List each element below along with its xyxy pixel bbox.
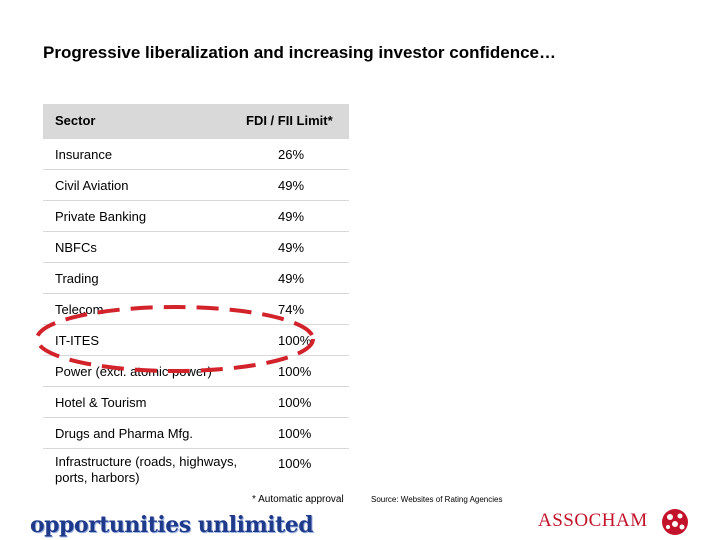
- table-row: Trading 49%: [43, 263, 349, 294]
- assocham-emblem-icon: [662, 509, 688, 535]
- cell-sector: Power (excl. atomic power): [55, 364, 212, 379]
- cell-sector: Telecom: [55, 302, 104, 317]
- slide-title: Progressive liberalization and increasin…: [43, 43, 556, 62]
- cell-limit: 49%: [278, 209, 305, 224]
- cell-sector: Private Banking: [55, 209, 147, 224]
- table-row: NBFCs 49%: [43, 232, 349, 263]
- table-row: Civil Aviation 49%: [43, 170, 349, 201]
- cell-sector: NBFCs: [55, 240, 97, 255]
- cell-limit: 49%: [278, 271, 305, 286]
- cell-limit: 49%: [278, 240, 305, 255]
- cell-limit: 74%: [278, 302, 305, 317]
- cell-sector: Insurance: [55, 147, 113, 162]
- assocham-logo-text: ASSOCHAM: [538, 510, 648, 531]
- table-row: Insurance 26%: [43, 139, 349, 170]
- cell-sector: Civil Aviation: [55, 178, 129, 193]
- table-row: Hotel & Tourism 100%: [43, 387, 349, 418]
- cell-limit: 49%: [278, 178, 305, 193]
- header-sector: Sector: [55, 113, 96, 128]
- table-header-row: Sector FDI / FII Limit*: [43, 104, 349, 139]
- cell-sector: Hotel & Tourism: [55, 395, 147, 410]
- cell-limit: 100%: [278, 395, 312, 410]
- table-row: IT-ITES 100%: [43, 325, 349, 356]
- source-note: Source: Websites of Rating Agencies: [371, 495, 503, 504]
- footnote: * Automatic approval: [252, 494, 344, 505]
- cell-sector: Infrastructure (roads, highways, ports, …: [55, 454, 238, 485]
- cell-limit: 26%: [278, 147, 305, 162]
- table-row: Infrastructure (roads, highways, ports, …: [43, 449, 349, 489]
- fdi-limits-table: Sector FDI / FII Limit* Insurance 26% Ci…: [43, 104, 349, 489]
- table-row: Private Banking 49%: [43, 201, 349, 232]
- cell-sector: Drugs and Pharma Mfg.: [55, 426, 194, 441]
- cell-limit: 100%: [278, 333, 312, 348]
- header-fdi-limit: FDI / FII Limit*: [246, 113, 333, 128]
- table-row: Power (excl. atomic power) 100%: [43, 356, 349, 387]
- tagline: opportunities unlimited: [30, 512, 314, 538]
- table-row: Drugs and Pharma Mfg. 100%: [43, 418, 349, 449]
- cell-limit: 100%: [278, 456, 312, 471]
- cell-limit: 100%: [278, 426, 312, 441]
- cell-sector: IT-ITES: [55, 333, 100, 348]
- cell-limit: 100%: [278, 364, 312, 379]
- cell-sector: Trading: [55, 271, 99, 286]
- table-row: Telecom 74%: [43, 294, 349, 325]
